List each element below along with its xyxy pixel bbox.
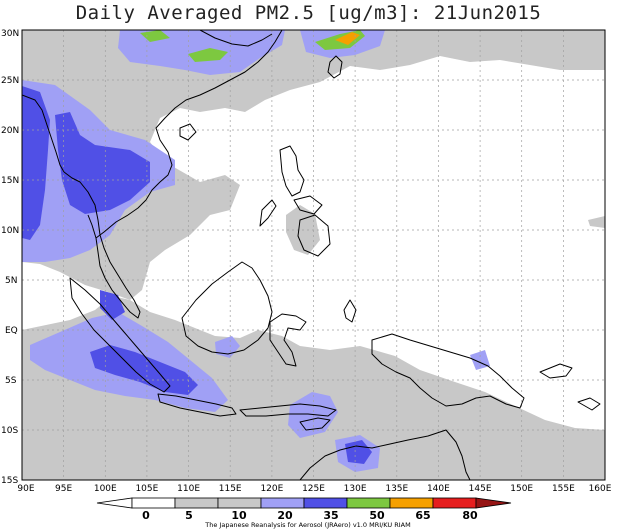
colorbar-segment <box>131 497 176 509</box>
lat-label: 25N <box>1 76 19 86</box>
coast-hainan <box>179 123 197 141</box>
lat-label: 15N <box>1 176 19 186</box>
coast-thailand-gulf <box>95 199 147 239</box>
coast-solomon <box>577 397 601 411</box>
colorbar-label: 20 <box>277 509 293 522</box>
colorbar-right-arrow <box>475 497 512 509</box>
colorbar-label: 80 <box>462 509 478 522</box>
lon-label: 100E <box>94 484 117 494</box>
coastlines <box>22 30 601 480</box>
lon-label: 90E <box>17 484 34 494</box>
colorbar-label: 0 <box>142 509 150 522</box>
coast-taiwan <box>327 55 343 79</box>
coast-lesser-sunda <box>239 403 337 417</box>
pm25-region-blue-flores <box>345 440 372 464</box>
colorbar-segment <box>303 497 348 509</box>
lat-label: 5N <box>5 276 17 286</box>
coast-java <box>157 393 237 417</box>
latitude-axis: 30N 25N 20N 15N 10N 5N EQ 5S 10S 15S <box>1 29 19 486</box>
lat-label: 10N <box>1 226 19 236</box>
colorbar: 0 5 10 20 35 50 65 80 <box>96 497 512 522</box>
lon-label: 140E <box>427 484 450 494</box>
data-credit: The Japanese Reanalysis for Aerosol (JRA… <box>204 521 410 529</box>
colorbar-label: 65 <box>415 509 430 522</box>
colorbar-segment <box>432 497 477 509</box>
coast-china <box>199 30 273 47</box>
lon-label: 150E <box>510 484 533 494</box>
coast-palawan <box>259 199 277 227</box>
coast-bismarck <box>539 363 573 379</box>
pm25-region-green-1 <box>140 30 170 42</box>
colorbar-label: 35 <box>323 509 338 522</box>
plot-frame <box>21 29 606 481</box>
coast-mindanao <box>297 214 331 257</box>
lat-label: 30N <box>1 29 19 39</box>
pm25-region-blue-indochina <box>55 112 150 214</box>
coast-new-guinea <box>371 333 525 409</box>
coast-sulawesi <box>269 313 307 367</box>
lat-label: 15S <box>1 476 18 486</box>
pm25-region-gray-east <box>588 216 605 228</box>
coast-timor <box>299 417 331 431</box>
lon-label: 160E <box>589 484 612 494</box>
lon-label: 115E <box>219 484 242 494</box>
colorbar-label: 10 <box>231 509 247 522</box>
lon-label: 125E <box>302 484 325 494</box>
coast-borneo <box>181 261 273 355</box>
colorbar-label: 50 <box>369 509 385 522</box>
coast-india-bangladesh <box>22 94 65 173</box>
lon-label: 95E <box>55 484 72 494</box>
lat-label: 20N <box>1 126 19 136</box>
colorbar-segment <box>346 497 391 509</box>
coast-vietnam <box>145 30 283 201</box>
lon-label: 145E <box>469 484 492 494</box>
pm25-region-blue-malay <box>100 290 125 320</box>
pm25-region-green-2 <box>188 48 228 62</box>
coast-sumatra <box>69 277 171 393</box>
coast-myanmar-malay <box>63 171 141 319</box>
coast-visayas <box>293 195 323 215</box>
lat-label: EQ <box>5 326 18 336</box>
lon-label: 120E <box>260 484 283 494</box>
pm25-region-orange-1 <box>335 32 360 45</box>
colorbar-segment <box>389 497 434 509</box>
map-title: Daily Averaged PM2.5 [ug/m3]: 21Jun2015 <box>75 2 542 24</box>
pm25-region-gray-north <box>22 30 605 300</box>
lon-label: 110E <box>177 484 200 494</box>
pm25-field <box>22 30 605 480</box>
longitude-axis: 90E 95E 100E 105E 110E 115E 120E 125E 13… <box>17 484 611 494</box>
colorbar-label: 5 <box>185 509 193 522</box>
coast-halmahera <box>343 299 357 323</box>
coast-australia <box>299 429 471 480</box>
lon-label: 155E <box>552 484 575 494</box>
pm25-region-blue-sumatra <box>90 345 198 395</box>
lon-label: 135E <box>385 484 408 494</box>
colorbar-left-arrow <box>96 497 133 509</box>
coast-luzon <box>279 145 305 197</box>
lat-label: 5S <box>5 376 17 386</box>
pm25-region-blue-india <box>22 86 50 240</box>
lon-label: 105E <box>135 484 158 494</box>
colorbar-segment <box>174 497 219 509</box>
colorbar-segment <box>260 497 305 509</box>
lon-label: 130E <box>344 484 367 494</box>
lat-label: 10S <box>1 426 18 436</box>
colorbar-segment <box>217 497 262 509</box>
